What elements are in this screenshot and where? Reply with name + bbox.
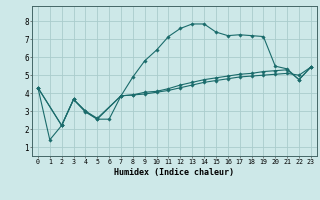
X-axis label: Humidex (Indice chaleur): Humidex (Indice chaleur) — [115, 168, 234, 177]
